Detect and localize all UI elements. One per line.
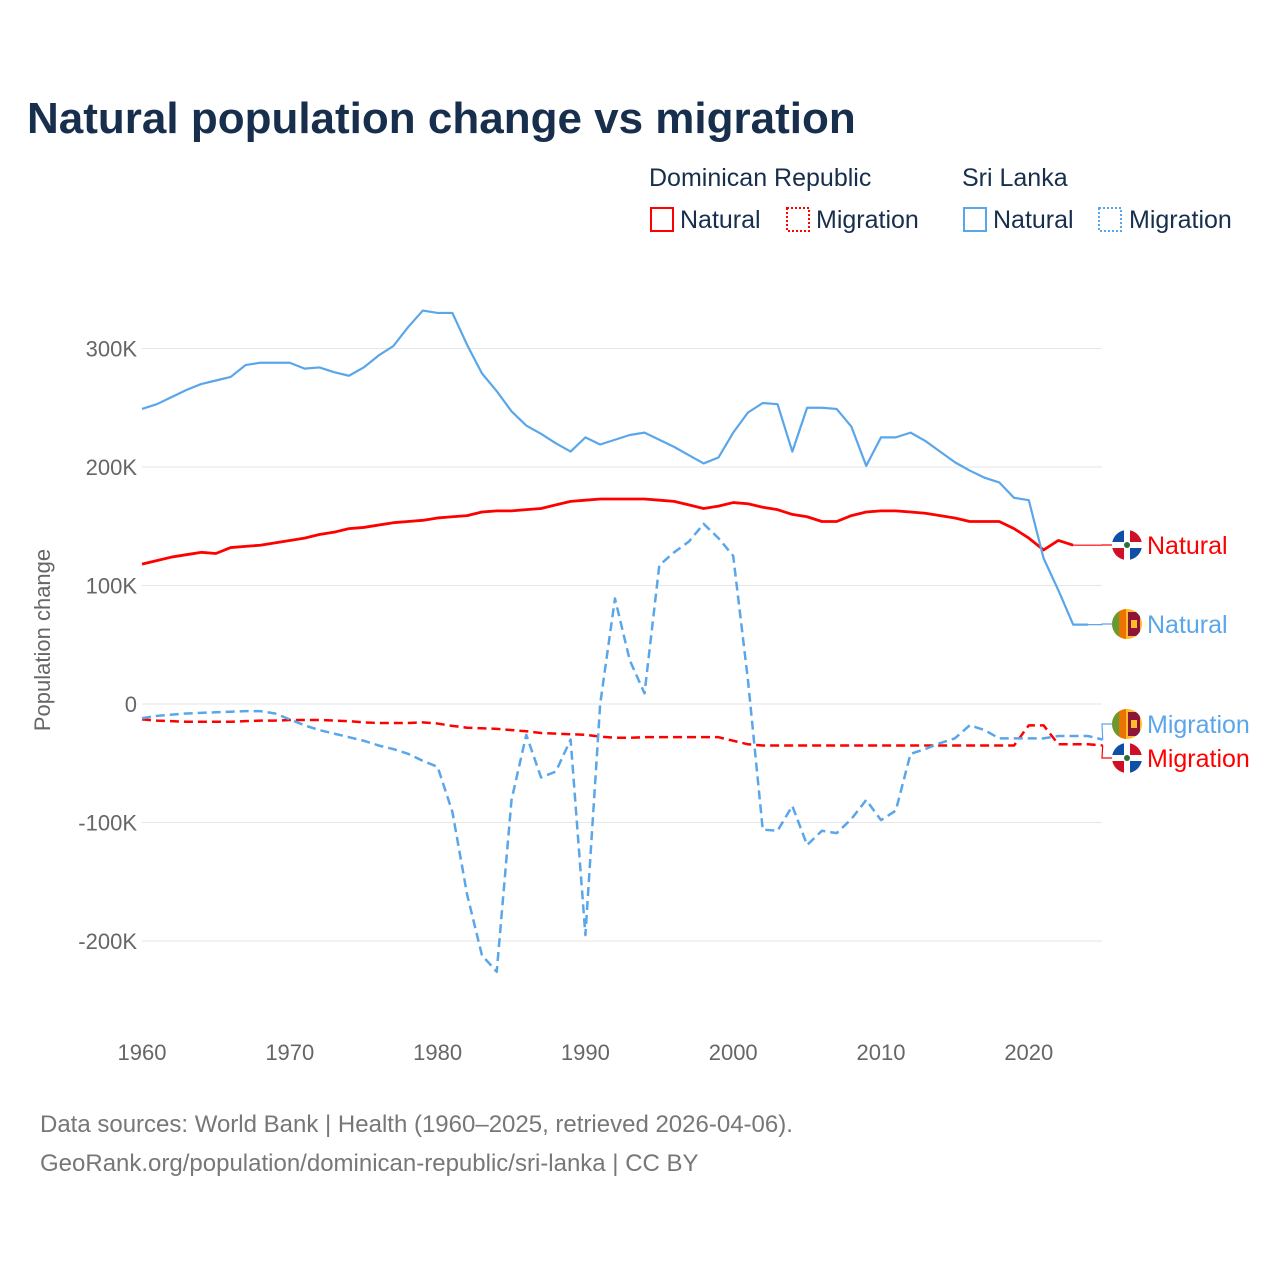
x-tick-label: 2000 — [709, 1040, 758, 1065]
label-connector — [1088, 624, 1112, 625]
x-tick-label: 1960 — [118, 1040, 167, 1065]
y-axis: 300K 200K 100K 0 -100K -200K — [78, 337, 137, 955]
footer-link[interactable]: GeoRank.org/population/dominican-republi… — [40, 1150, 699, 1177]
x-tick-label: 2010 — [857, 1040, 906, 1065]
end-label-dominican-republic: Natural — [1147, 532, 1228, 560]
x-tick-label: 1980 — [413, 1040, 462, 1065]
sri-lanka-flag-icon — [1112, 609, 1142, 639]
legend-item-dr-migration: Migration — [816, 206, 919, 234]
legend-item-lk-natural: Natural — [993, 206, 1074, 234]
legend-country-dominican-republic: Dominican Republic — [649, 164, 871, 192]
x-tick-label: 1990 — [561, 1040, 610, 1065]
y-tick-label: 200K — [86, 455, 138, 480]
end-label-dominican-republic: Migration — [1147, 745, 1250, 773]
dominican-republic-flag-icon — [1112, 743, 1142, 773]
legend-country-sri-lanka: Sri Lanka — [962, 164, 1068, 192]
x-axis: 1960 1970 1980 1990 2000 2010 2020 — [118, 1040, 1054, 1065]
x-tick-label: 1970 — [265, 1040, 314, 1065]
x-tick-label: 2020 — [1004, 1040, 1053, 1065]
series-line-3 — [142, 524, 1103, 972]
label-connector — [1102, 724, 1112, 740]
y-axis-label: Population change — [30, 549, 55, 731]
series-line-0 — [142, 499, 1073, 564]
legend-swatch-lk-migration — [1099, 208, 1121, 231]
end-labels: Natural Migration Natural Migration — [1073, 530, 1250, 773]
legend-swatch-lk-natural — [964, 208, 986, 231]
dominican-republic-flag-icon — [1112, 530, 1142, 560]
legend: Dominican Republic Sri Lanka Natural Mig… — [649, 164, 1232, 234]
series-lines — [142, 311, 1103, 972]
legend-item-lk-migration: Migration — [1129, 206, 1232, 234]
legend-swatch-dr-migration — [787, 208, 809, 231]
legend-item-dr-natural: Natural — [680, 206, 761, 234]
y-tick-label: 0 — [125, 692, 137, 717]
end-label-sri-lanka: Natural — [1147, 611, 1228, 639]
y-tick-label: 100K — [86, 574, 138, 599]
series-line-1 — [142, 719, 1103, 745]
sri-lanka-flag-icon — [1112, 709, 1142, 739]
series-line-2 — [142, 311, 1088, 625]
footer-source: Data sources: World Bank | Health (1960–… — [40, 1111, 793, 1138]
y-tick-label: -100K — [78, 811, 137, 836]
y-tick-label: -200K — [78, 929, 137, 954]
y-tick-label: 300K — [86, 337, 138, 362]
end-label-sri-lanka: Migration — [1147, 711, 1250, 739]
legend-swatch-dr-natural — [651, 208, 673, 231]
label-connector — [1102, 745, 1112, 758]
chart-title: Natural population change vs migration — [27, 94, 856, 143]
